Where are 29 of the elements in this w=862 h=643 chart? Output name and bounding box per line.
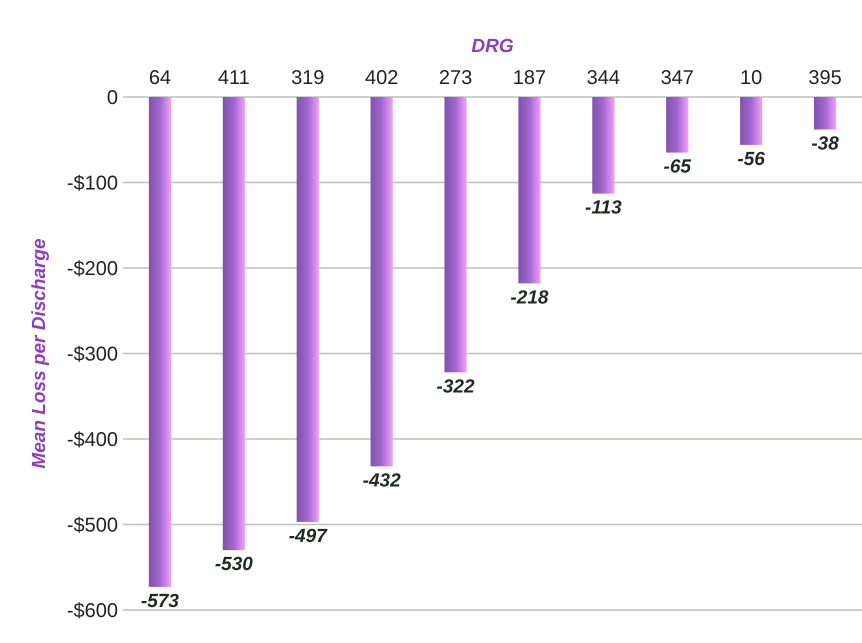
y-tick-label: -$200	[66, 258, 118, 280]
x-tick-label: 344	[586, 67, 620, 89]
data-label: -530	[214, 554, 254, 576]
x-tick-label: 64	[148, 67, 172, 89]
data-label: -65	[664, 156, 692, 178]
y-tick-label: -$600	[66, 600, 118, 622]
y-tick-label: -$500	[66, 514, 118, 536]
data-label: -497	[288, 526, 328, 547]
data-label: -56	[737, 148, 766, 170]
x-tick-label: 10	[740, 67, 762, 89]
data-label: -38	[811, 133, 840, 154]
data-label: -322	[436, 376, 475, 398]
x-tick-label: 395	[808, 67, 842, 89]
y-tick-label: 0	[106, 87, 118, 109]
x-tick-label: 402	[364, 67, 398, 89]
data-label: -113	[585, 198, 622, 219]
x-tick-label: 273	[438, 67, 472, 89]
data-label: -218	[510, 287, 549, 308]
data-label: -432	[362, 470, 402, 492]
x-tick-label: 187	[512, 67, 546, 89]
x-tick-label: 319	[291, 67, 324, 89]
y-tick-label: -$400	[66, 429, 118, 451]
x-tick-label: 347	[660, 67, 694, 89]
y-tick-label: -$100	[66, 172, 118, 194]
x-tick-label: 411	[218, 67, 250, 89]
x-axis-title: DRG	[471, 36, 514, 57]
y-tick-label: -$300	[66, 344, 118, 366]
y-axis-title: Mean Loss per Discharge	[29, 238, 50, 469]
data-label: -573	[140, 590, 180, 612]
